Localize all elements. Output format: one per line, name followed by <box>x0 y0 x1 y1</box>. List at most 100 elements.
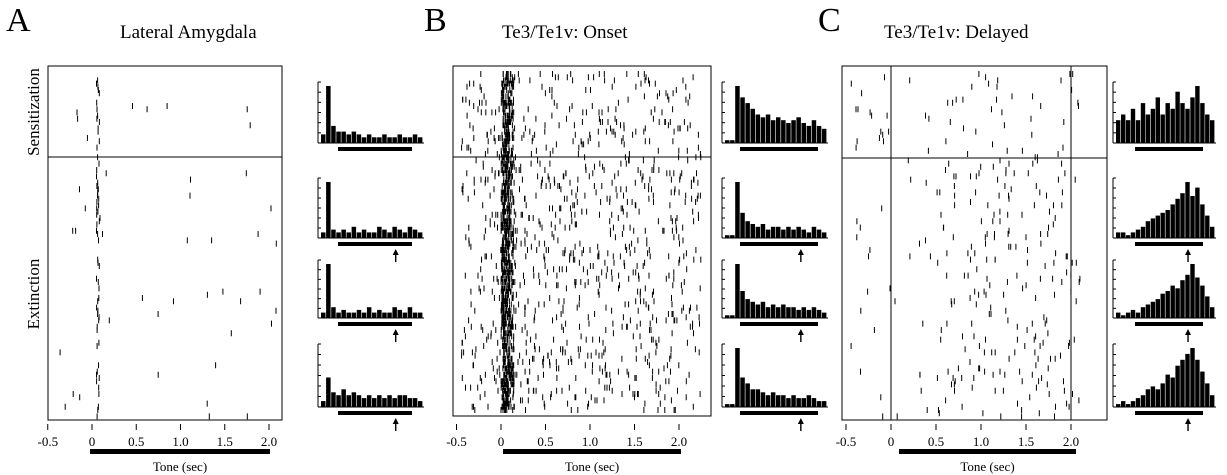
panel-c-title: Te3/Te1v: Delayed <box>884 22 1029 43</box>
histogram-bar <box>1175 198 1180 238</box>
arrow-head-icon <box>797 418 804 424</box>
histogram-bar <box>417 312 423 318</box>
histogram-bar <box>765 307 771 318</box>
histogram-bar <box>1135 229 1141 238</box>
histogram-bar <box>1160 383 1165 407</box>
histogram-bar <box>735 182 740 238</box>
histogram-bar <box>1175 365 1180 407</box>
histogram-bar <box>796 117 801 143</box>
histogram-bar <box>366 307 372 318</box>
histogram-bar <box>356 309 362 318</box>
histogram-bar <box>326 86 331 143</box>
histogram-bar <box>356 232 362 238</box>
histogram-bar <box>1135 312 1141 318</box>
raster-frame <box>841 65 1108 421</box>
histogram-bar <box>816 229 822 238</box>
arrow-head-icon <box>392 418 399 424</box>
histogram-bar <box>1205 296 1210 318</box>
raster-frame <box>452 65 712 417</box>
panel-a-title: Lateral Amygdala <box>120 22 257 43</box>
histogram-bar <box>336 312 341 318</box>
histogram-bar <box>382 398 387 407</box>
histogram-bar <box>1200 204 1205 238</box>
histogram-bar <box>1130 108 1136 143</box>
histogram-bar <box>1125 312 1131 318</box>
x-tick-label: -0.5 <box>446 434 467 449</box>
histogram-bar <box>1130 401 1136 407</box>
histogram-bar <box>346 312 351 318</box>
histogram-bar <box>407 226 413 238</box>
histogram-bar <box>740 97 745 143</box>
histogram-bar <box>402 395 408 407</box>
histogram-bar <box>372 232 377 238</box>
histogram-bar <box>397 395 402 407</box>
histogram-bar <box>730 315 735 318</box>
histogram-bar <box>760 392 766 408</box>
histogram-bar <box>1170 108 1175 143</box>
histogram-bar <box>781 120 786 143</box>
histogram-bar <box>750 389 755 407</box>
histogram-bar <box>1190 348 1195 407</box>
histogram-bar <box>351 312 357 318</box>
histogram-bar <box>326 182 331 238</box>
histogram-bar <box>765 395 771 407</box>
histogram-bar <box>1175 91 1180 143</box>
histogram-bar <box>1116 312 1121 318</box>
histogram-bar <box>816 401 822 407</box>
histogram-bar <box>407 398 413 407</box>
histogram-bar <box>387 232 392 238</box>
histogram-bar <box>402 137 408 143</box>
histogram-bar <box>1170 377 1175 407</box>
histogram-bar <box>796 398 801 407</box>
histogram-bar <box>331 229 336 238</box>
histogram-bar <box>1150 386 1156 407</box>
histogram-tone-bar <box>1135 242 1203 246</box>
histogram-bar <box>745 221 750 238</box>
histogram-bar <box>321 312 326 318</box>
histogram-bar <box>745 299 750 318</box>
panel-b-title: Te3/Te1v: Onset <box>502 22 628 43</box>
histogram-bar <box>351 226 357 238</box>
histogram-bar <box>1185 274 1190 318</box>
histogram-bar <box>725 140 730 144</box>
histogram-bar <box>1140 395 1146 407</box>
histogram-bar <box>745 383 750 407</box>
histogram-bar <box>1190 196 1195 238</box>
histogram-bar <box>1121 401 1126 407</box>
histogram-bar <box>1125 235 1131 238</box>
x-axis-label: Tone (sec) <box>152 459 208 474</box>
x-axis-label: Tone (sec) <box>960 459 1015 474</box>
histogram-bar <box>417 232 423 238</box>
histogram-bar <box>356 395 362 407</box>
histogram-bar <box>1155 215 1160 238</box>
histogram-bar <box>1180 193 1185 238</box>
histogram-bar <box>417 401 423 407</box>
histogram-bar <box>1155 97 1160 143</box>
histogram-bar <box>791 120 796 143</box>
histogram-bar <box>1121 232 1126 238</box>
histogram-bar <box>801 398 806 407</box>
histogram-bar <box>786 123 791 143</box>
histogram-bar <box>806 125 812 143</box>
panel-label-a: A <box>6 2 31 39</box>
histogram-bar <box>377 309 382 318</box>
histogram-bar <box>1130 232 1136 238</box>
x-axis-label: Tone (sec) <box>564 459 620 474</box>
histogram-bar <box>1200 371 1205 407</box>
histogram-bar <box>341 131 346 143</box>
histogram-bar <box>407 307 413 318</box>
arrow-head-icon <box>392 249 399 255</box>
histogram-bar <box>382 134 387 143</box>
histogram-bar <box>1165 291 1170 318</box>
x-tick-label: 1.0 <box>581 434 599 449</box>
histogram-bar <box>336 131 341 143</box>
histogram-bar <box>801 229 806 238</box>
histogram-bar <box>765 114 771 143</box>
histogram-bar <box>821 401 827 407</box>
histogram-bar <box>377 137 382 143</box>
histogram-bar <box>755 304 761 318</box>
histogram-bar <box>740 212 745 238</box>
histogram-bar <box>781 229 786 238</box>
histogram-bar <box>412 312 418 318</box>
histogram-bar <box>392 137 397 143</box>
